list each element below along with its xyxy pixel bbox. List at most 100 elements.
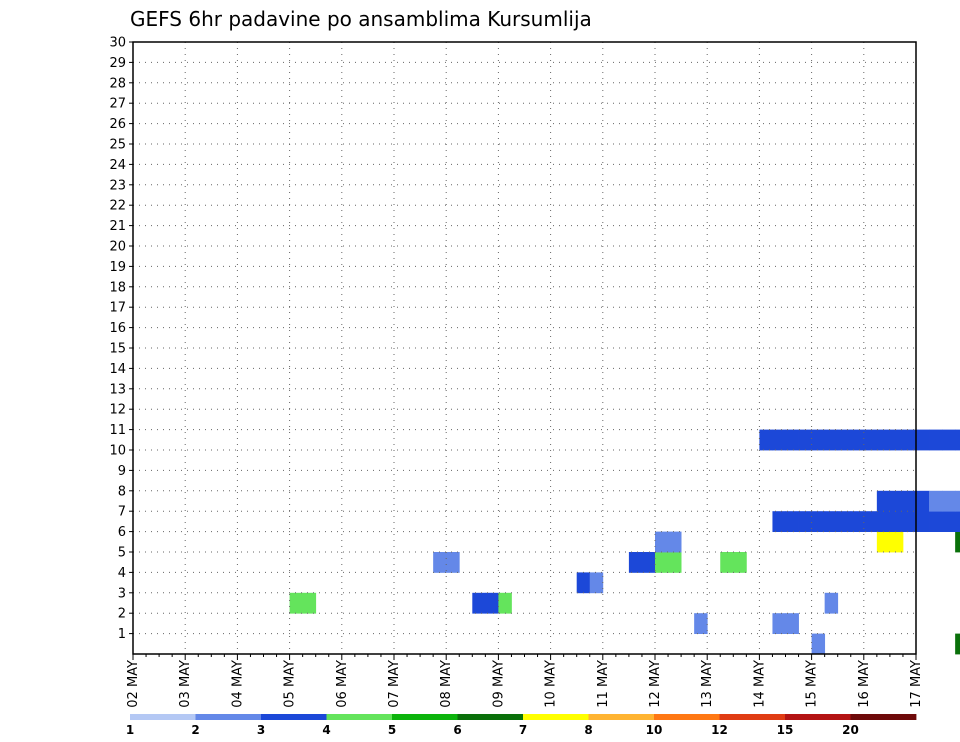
heatmap-cell <box>824 511 839 532</box>
heatmap-cell <box>655 552 669 573</box>
heatmap-cell <box>720 552 734 573</box>
heatmap-cell <box>798 429 812 451</box>
colorbar-swatch <box>326 714 393 720</box>
x-tick-label: 10 MAY <box>544 660 559 708</box>
heatmap-cell <box>668 531 682 553</box>
heatmap-cell <box>916 511 930 532</box>
heatmap-cell <box>289 592 304 614</box>
colorbar-label: 12 <box>711 723 728 737</box>
heatmap-cell <box>628 552 643 573</box>
heatmap-cell <box>955 511 960 532</box>
heatmap-cell <box>942 511 956 532</box>
heatmap-cell <box>824 429 839 451</box>
grid-lines <box>133 42 916 654</box>
y-tick-label: 30 <box>109 36 126 51</box>
y-tick-label: 7 <box>118 505 126 520</box>
y-tick-label: 21 <box>109 219 126 234</box>
heatmap-cell <box>889 490 904 512</box>
heatmap-cell <box>889 531 904 553</box>
y-tick-label: 14 <box>109 362 126 377</box>
heatmap-cell <box>302 592 317 614</box>
chart-title: GEFS 6hr padavine po ansamblima Kursumli… <box>130 7 592 31</box>
x-tick-label: 16 MAY <box>857 660 872 708</box>
x-tick-label: 07 MAY <box>387 660 402 708</box>
colorbar-swatch <box>785 714 851 720</box>
y-tick-label: 8 <box>118 484 126 499</box>
y-tick-label: 25 <box>109 138 126 153</box>
y-tick-label: 13 <box>109 382 126 397</box>
colorbar-swatch <box>719 714 786 720</box>
y-tick-label: 10 <box>109 444 126 459</box>
y-tick-label: 23 <box>109 178 126 193</box>
colorbar-label: 15 <box>777 723 794 737</box>
heatmap-cell <box>446 552 460 573</box>
heatmap-cell <box>785 429 799 451</box>
colorbar-label: 3 <box>257 723 265 737</box>
colorbar-label: 7 <box>519 723 527 737</box>
heatmap-cell <box>798 511 812 532</box>
y-tick-label: 1 <box>118 627 126 642</box>
heatmap-cell <box>433 552 447 573</box>
heatmap-cell <box>785 613 799 634</box>
colorbar-label: 4 <box>322 723 330 737</box>
heatmap-cell <box>955 490 960 512</box>
colorbar-swatch <box>457 714 524 720</box>
heatmap-cell <box>876 429 891 451</box>
heatmap-cell <box>472 592 486 614</box>
colorbar-legend: 1 2 3 4 5 6 7 8 10 12 15 20 <box>126 714 917 737</box>
colorbar-label: 1 <box>126 723 134 737</box>
colorbar-swatch <box>392 714 458 720</box>
colorbar-label: 5 <box>388 723 396 737</box>
colorbar-label: 20 <box>842 723 859 737</box>
x-tick-label: 04 MAY <box>230 660 245 708</box>
x-tick-label: 12 MAY <box>648 660 663 708</box>
heatmap-cell <box>955 429 960 451</box>
x-tick-label: 17 MAY <box>909 660 924 708</box>
colorbar-swatch <box>654 714 720 720</box>
heatmap-cell <box>889 511 904 532</box>
y-tick-label: 9 <box>118 464 126 479</box>
y-tick-label: 26 <box>109 117 126 132</box>
y-tick-label: 24 <box>109 158 126 173</box>
y-tick-label: 4 <box>118 566 126 581</box>
x-axis: 02 MAY 03 MAY 04 MAY 05 MAY 06 MAY 07 MAY 08 M… <box>126 654 924 708</box>
heatmap-cell <box>876 490 891 512</box>
heatmap-cell <box>929 511 943 532</box>
x-tick-label: 02 MAY <box>126 660 141 708</box>
y-tick-label: 27 <box>109 97 126 112</box>
colorbar-label: 10 <box>646 723 663 737</box>
y-tick-label: 22 <box>109 199 126 214</box>
colorbar-label: 6 <box>453 723 461 737</box>
y-tick-label: 16 <box>109 321 126 336</box>
y-tick-label: 3 <box>118 586 126 601</box>
heatmap-cell <box>811 429 826 451</box>
heatmap-cell <box>655 531 669 553</box>
heatmap-cell <box>876 511 891 532</box>
heatmap-cell <box>850 511 865 532</box>
heatmap-cell <box>850 429 865 451</box>
y-tick-label: 12 <box>109 403 126 418</box>
heatmap-cell <box>641 552 656 573</box>
colorbar-label: 2 <box>191 723 199 737</box>
colorbar-swatch <box>523 714 589 720</box>
heatmap-cell <box>863 511 878 532</box>
heatmap-cell <box>668 552 682 573</box>
x-tick-label: 05 MAY <box>283 660 298 708</box>
heatmap-cell <box>576 572 591 594</box>
x-tick-label: 14 MAY <box>752 660 767 708</box>
heatmap-cell <box>811 511 826 532</box>
x-tick-label: 15 MAY <box>805 660 820 708</box>
y-axis: 1234567891011121314151617181920212223242… <box>109 36 133 642</box>
heatmap-cells <box>289 429 960 655</box>
y-tick-label: 15 <box>109 342 126 357</box>
x-tick-label: 08 MAY <box>439 660 454 708</box>
heatmap-cell <box>916 490 930 512</box>
y-tick-label: 11 <box>109 423 126 438</box>
heatmap-cell <box>902 429 917 451</box>
colorbar-swatch <box>195 714 262 720</box>
colorbar-swatch <box>588 714 655 720</box>
x-tick-label: 03 MAY <box>178 660 193 708</box>
heatmap-cell <box>876 531 891 553</box>
heatmap-cell <box>837 511 852 532</box>
